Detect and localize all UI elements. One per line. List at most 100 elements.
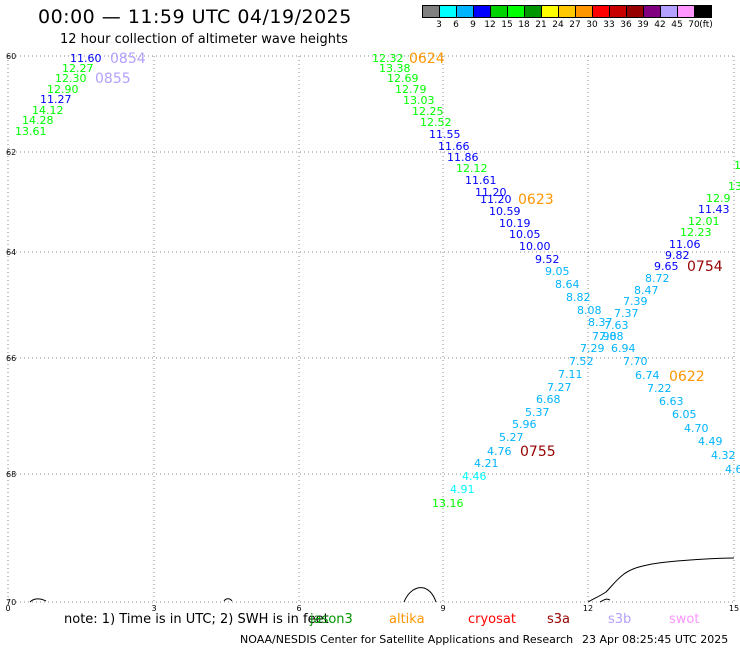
note-text: note: 1) Time is in UTC; 2) SWH is in fe…	[64, 612, 329, 627]
legend-label: 18	[518, 20, 530, 30]
latitude-label: 68	[6, 470, 16, 479]
wave-height-value: 12.32	[372, 52, 404, 65]
satellite-pass: 11.6012.2712.3012.9011.2714.1214.2813.61…	[15, 51, 146, 138]
wave-height-value: 13.	[728, 180, 740, 193]
coastline-norway-south	[599, 598, 611, 603]
wave-height-value: 14.12	[32, 104, 64, 117]
latitude-label: 66	[6, 354, 16, 363]
pass-time-label: 0624	[409, 51, 445, 67]
wave-height-value: 6.94	[611, 342, 636, 355]
wave-height-value: 7.22	[647, 382, 672, 395]
color-legend: 3 6 9 12 15 18 21 24 27 30 33 36 39 42 45 70 (ft)	[422, 5, 713, 32]
wave-height-value: 12.69	[387, 72, 419, 85]
legend-label: 21	[535, 20, 547, 30]
wave-height-value: 11.86	[447, 151, 479, 164]
wave-height-value: 12.23	[680, 226, 712, 239]
longitude-label: 6	[296, 604, 301, 612]
legend-label: 24	[552, 20, 564, 30]
pass-time-label: 0854	[110, 51, 146, 67]
wave-height-value: 12.9	[706, 192, 731, 205]
wave-height-value: 12.01	[688, 215, 720, 228]
wave-height-value: 8.82	[566, 291, 591, 304]
satellite-pass: 7.527.117.276.685.375.965.274.764.214.46…	[432, 355, 594, 510]
wave-height-value: 7.11	[558, 368, 583, 381]
pass-time-label: 0622	[669, 369, 705, 385]
wave-height-value: 6.68	[536, 393, 561, 406]
longitude-label: 15	[729, 604, 739, 612]
wave-height-value: 7.52	[569, 355, 594, 368]
map-subtitle: 12 hour collection of altimeter wave hei…	[60, 32, 348, 47]
latitude-label: 64	[6, 248, 16, 257]
wave-height-value: 5.37	[525, 406, 550, 419]
coastline	[29, 557, 735, 603]
satellite-pass: 0623	[518, 192, 554, 208]
legend-label: 6	[453, 20, 459, 30]
wave-height-value: 11.06	[669, 238, 701, 251]
pass-time-label: 0755	[520, 444, 556, 460]
legend-label: (ft)	[699, 20, 713, 30]
wave-height-value: 6.63	[659, 395, 684, 408]
latitude-label: 62	[6, 148, 16, 157]
wave-height-value: 7.63	[604, 319, 629, 332]
legend-label: 3	[436, 20, 442, 30]
latitude-label: 70	[6, 598, 16, 607]
mission-name: swot	[669, 612, 700, 627]
wave-height-value: 4.46	[462, 470, 487, 483]
wave-height-value: 1	[734, 159, 740, 172]
wave-height-value: 13.16	[432, 497, 464, 510]
wave-height-value: 4.32	[711, 449, 736, 462]
wave-height-value: 10.00	[519, 240, 551, 253]
wave-height-value: 11.27	[40, 93, 72, 106]
wave-height-value: 7.39	[623, 295, 648, 308]
wave-height-value: 4.6	[725, 463, 740, 476]
wave-height-value: 8.64	[555, 278, 580, 291]
legend-label: 30	[586, 20, 598, 30]
wave-height-value: 8.08	[577, 304, 602, 317]
legend-swatches	[422, 5, 712, 18]
legend-label: 70	[688, 20, 700, 30]
pass-time-label: 0754	[687, 259, 723, 275]
coastline-island	[223, 598, 233, 602]
wave-height-value: 12.12	[456, 162, 488, 175]
wave-height-value: 13.38	[379, 62, 411, 75]
wave-height-value: 11.61	[465, 174, 497, 187]
wave-height-value: 4.21	[474, 457, 499, 470]
wave-height-value: 12.52	[420, 116, 452, 129]
wave-height-value: 11.60	[70, 52, 102, 65]
wave-height-value: 14.28	[22, 114, 54, 127]
mission-name: altika	[389, 612, 425, 627]
wave-height-value: 6.74	[635, 369, 660, 382]
satellite-pass: 0855	[95, 71, 131, 87]
longitude-label: 0	[5, 604, 10, 612]
coastline-shetland	[403, 587, 437, 603]
wave-height-value: 12.90	[47, 83, 79, 96]
satellite-pass: 12.3213.3812.6912.7913.0312.2512.5211.55…	[372, 51, 617, 355]
legend-swatch	[694, 5, 712, 18]
legend-label: 15	[501, 20, 513, 30]
satellite-pass: 7.706.747.226.636.054.704.494.324.6 0622	[623, 355, 740, 476]
legend-label: 42	[654, 20, 666, 30]
wave-height-value: 6.05	[672, 408, 697, 421]
pass-time-label: 0855	[95, 71, 131, 87]
mission-name: s3b	[608, 612, 632, 627]
wave-height-value: 10.59	[489, 205, 521, 218]
wave-height-value: 12.27	[62, 62, 94, 75]
map-grid	[7, 55, 735, 603]
wave-height-value: 13.61	[15, 125, 47, 138]
wave-height-value: 4.91	[450, 483, 475, 496]
legend-label: 33	[603, 20, 615, 30]
longitude-label: 3	[151, 604, 156, 612]
legend-label: 12	[484, 20, 496, 30]
legend-label: 27	[569, 20, 581, 30]
wave-height-value: 11.20	[480, 193, 512, 206]
wave-height-value: 9.52	[535, 253, 560, 266]
mission-name: s3a	[547, 612, 571, 627]
credits: NOAA/NESDIS Center for Satellite Applica…	[240, 633, 574, 646]
satellite-pass: 1 13.12.911.4312.0112.2311.069.829.658.72…	[599, 159, 740, 355]
wave-height-value: 4.70	[684, 422, 709, 435]
wave-height-value: 7.27	[547, 381, 572, 394]
wave-height-value: 11.20	[475, 186, 507, 199]
wave-height-value: 12.79	[395, 83, 427, 96]
map-title: 00:00 — 11:59 UTC 04/19/2025	[38, 6, 352, 28]
wave-height-value: 12.30	[55, 72, 87, 85]
